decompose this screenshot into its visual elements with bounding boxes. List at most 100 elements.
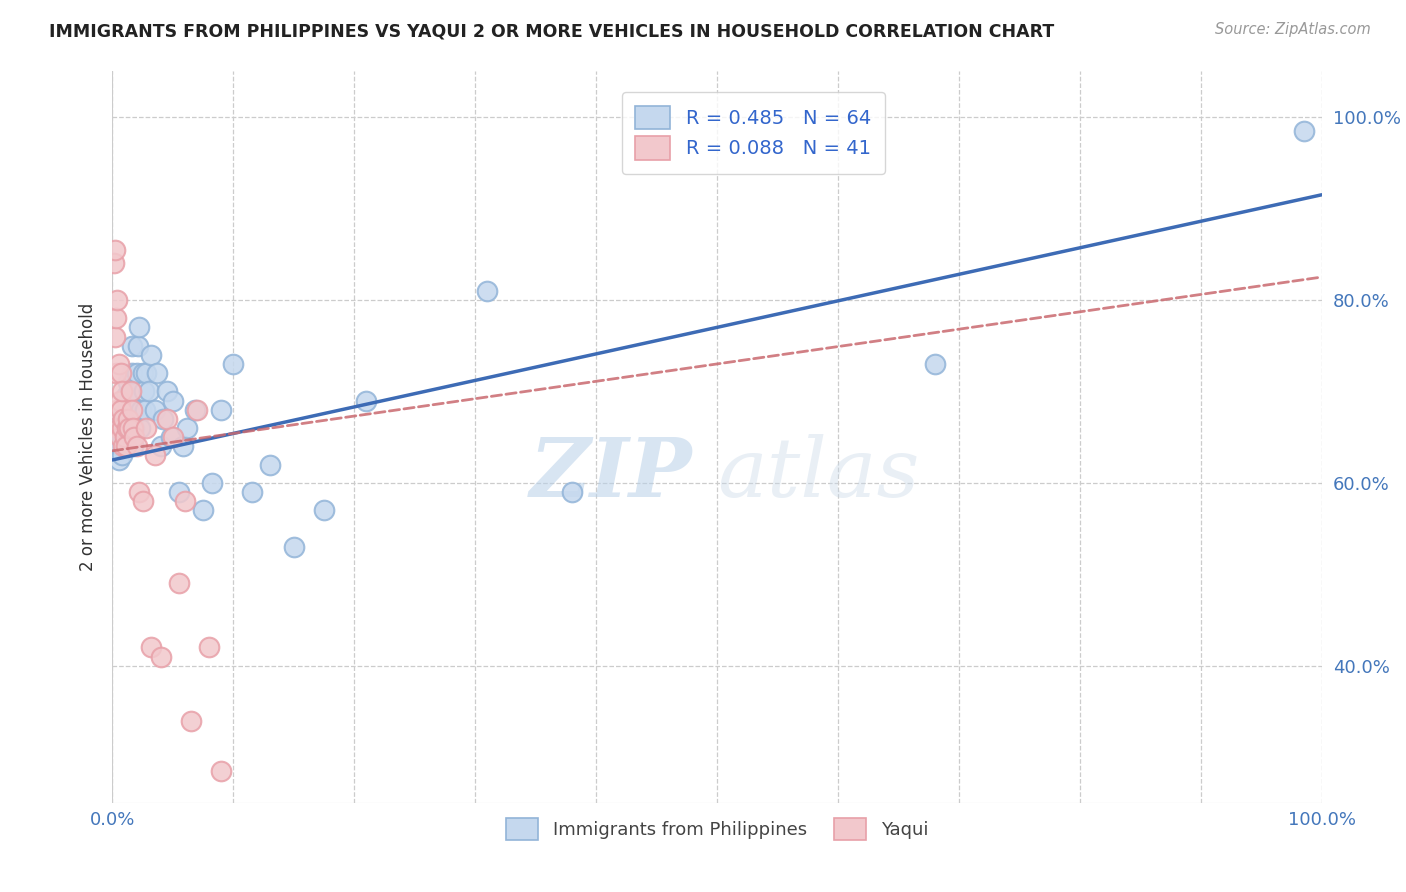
Point — [120, 384, 142, 399]
Point — [110, 425, 132, 440]
Point — [105, 311, 128, 326]
Point — [186, 402, 208, 417]
Point — [259, 458, 281, 472]
Point — [191, 503, 214, 517]
Point — [135, 366, 157, 380]
Point — [312, 503, 335, 517]
Point — [176, 421, 198, 435]
Point — [125, 366, 148, 380]
Point — [201, 475, 224, 490]
Point — [105, 402, 128, 417]
Point — [115, 421, 138, 435]
Point — [105, 293, 128, 307]
Point — [129, 421, 152, 435]
Point — [115, 402, 138, 417]
Point — [118, 421, 141, 435]
Point — [141, 640, 163, 655]
Point — [112, 439, 135, 453]
Point — [105, 421, 128, 435]
Point — [122, 439, 145, 453]
Point — [110, 366, 132, 380]
Point — [114, 439, 136, 453]
Point — [114, 411, 136, 425]
Point — [122, 421, 145, 435]
Point — [120, 384, 142, 399]
Point — [477, 284, 499, 298]
Legend: Immigrants from Philippines, Yaqui: Immigrants from Philippines, Yaqui — [496, 808, 938, 848]
Text: atlas: atlas — [717, 434, 920, 514]
Point — [240, 485, 263, 500]
Point — [112, 421, 135, 435]
Point — [209, 402, 232, 417]
Point — [134, 402, 156, 417]
Point — [141, 348, 163, 362]
Point — [110, 402, 132, 417]
Point — [111, 430, 134, 444]
Point — [156, 411, 179, 425]
Point — [118, 402, 141, 417]
Text: ZIP: ZIP — [530, 434, 693, 514]
Point — [152, 411, 174, 425]
Point — [128, 485, 150, 500]
Point — [122, 421, 145, 435]
Point — [121, 366, 143, 380]
Point — [138, 384, 160, 399]
Point — [108, 421, 131, 435]
Point — [167, 485, 190, 500]
Point — [149, 649, 172, 664]
Point — [283, 540, 305, 554]
Point — [103, 256, 125, 270]
Point — [121, 339, 143, 353]
Point — [107, 430, 129, 444]
Point — [108, 393, 131, 408]
Point — [104, 243, 127, 257]
Point — [172, 439, 194, 453]
Point — [117, 376, 139, 390]
Point — [561, 485, 583, 500]
Point — [104, 329, 127, 343]
Text: Source: ZipAtlas.com: Source: ZipAtlas.com — [1215, 22, 1371, 37]
Point — [114, 439, 136, 453]
Point — [183, 402, 205, 417]
Point — [108, 439, 131, 453]
Point — [125, 439, 148, 453]
Point — [143, 449, 166, 463]
Point — [127, 339, 149, 353]
Point — [924, 357, 946, 371]
Point — [135, 421, 157, 435]
Point — [167, 576, 190, 591]
Point — [108, 430, 131, 444]
Point — [198, 640, 221, 655]
Point — [107, 357, 129, 371]
Point — [124, 402, 146, 417]
Point — [1292, 124, 1315, 138]
Point — [146, 366, 169, 380]
Point — [162, 430, 184, 444]
Point — [114, 421, 136, 435]
Point — [356, 393, 378, 408]
Y-axis label: 2 or more Vehicles in Household: 2 or more Vehicles in Household — [79, 303, 97, 571]
Point — [104, 434, 127, 449]
Point — [114, 389, 136, 403]
Point — [117, 411, 139, 425]
Point — [222, 357, 245, 371]
Point — [107, 421, 129, 435]
Point — [156, 384, 179, 399]
Point — [105, 366, 128, 380]
Point — [117, 393, 139, 408]
Point — [111, 421, 134, 435]
Point — [159, 430, 181, 444]
Point — [114, 430, 136, 444]
Point — [112, 411, 135, 425]
Point — [111, 449, 134, 463]
Point — [132, 384, 155, 399]
Point — [105, 425, 128, 440]
Point — [128, 320, 150, 334]
Point — [174, 494, 197, 508]
Point — [112, 407, 135, 421]
Point — [149, 439, 172, 453]
Point — [111, 384, 134, 399]
Point — [115, 421, 138, 435]
Point — [180, 714, 202, 728]
Text: IMMIGRANTS FROM PHILIPPINES VS YAQUI 2 OR MORE VEHICLES IN HOUSEHOLD CORRELATION: IMMIGRANTS FROM PHILIPPINES VS YAQUI 2 O… — [49, 22, 1054, 40]
